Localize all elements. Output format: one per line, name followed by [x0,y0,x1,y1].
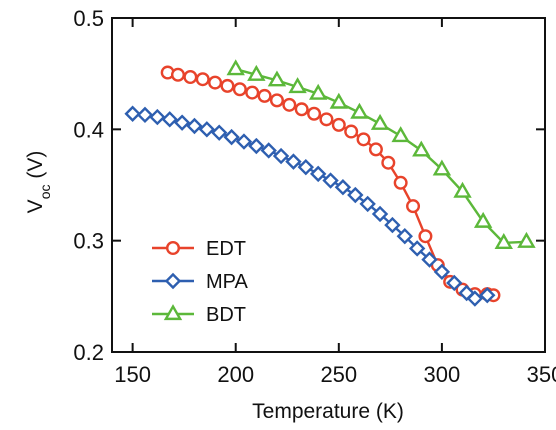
data-point-mpa [223,128,240,146]
x-tick-label: 150 [114,362,151,387]
data-point-bdt [308,83,328,100]
data-point-mpa [235,133,253,150]
data-point-edt [418,229,433,244]
data-point-edt [195,72,210,87]
data-point-bdt [288,77,307,94]
data-point-mpa [479,287,496,304]
data-point-edt [269,93,284,108]
legend-label: BDT [206,304,246,326]
data-point-mpa [149,108,166,126]
data-point-edt [331,117,346,132]
data-point-mpa [446,274,463,292]
tick-group: 150 200 250 300 350 0.2 0.3 0.4 0.5 [73,6,556,387]
data-point-bdt [473,211,493,228]
data-point-mpa [124,105,141,122]
data-point-edt [257,88,272,103]
data-point-mpa [161,111,178,128]
data-point-edt [294,102,309,117]
data-point-mpa [285,153,302,170]
data-point-mpa [186,117,203,135]
legend-item-mpa: MPA [152,271,249,293]
series-markers-bdt [226,59,536,249]
data-point-edt [170,67,185,82]
data-point-edt [282,97,297,112]
data-point-edt [245,85,260,100]
data-point-edt [183,70,198,85]
data-point-edt [208,75,223,90]
data-point-mpa [248,137,265,155]
data-point-bdt [453,181,472,198]
data-point-bdt [432,159,452,176]
data-point-mpa [297,158,315,176]
x-tick-label: 250 [320,362,357,387]
data-point-mpa [198,121,216,138]
data-point-edt [220,78,235,93]
data-point-bdt [350,102,369,119]
data-point-mpa [334,179,352,196]
legend-marker [165,240,180,255]
data-point-mpa [211,124,228,141]
data-point-edt [307,106,322,121]
data-point-mpa [396,228,413,245]
data-point-mpa [136,106,154,124]
legend-marker [163,304,183,321]
data-point-edt [381,155,396,170]
data-point-edt [368,142,383,157]
data-point-mpa [173,114,191,131]
data-point-bdt [370,113,390,130]
series-markers-mpa [124,105,496,307]
data-point-mpa [260,142,277,159]
legend: EDT MPA BDT [152,238,249,326]
data-point-edt [393,175,408,190]
data-point-bdt [247,64,266,81]
data-point-mpa [384,216,401,234]
data-point-mpa [421,251,438,268]
x-tick-label: 350 [527,362,556,387]
data-point-edt [406,199,421,214]
data-point-mpa [322,172,339,189]
data-point-mpa [408,240,426,257]
y-tick-label: 0.5 [73,6,104,31]
y-tick-label: 0.2 [73,340,104,365]
data-point-bdt [517,231,536,248]
data-point-mpa [309,165,327,183]
data-point-bdt [494,232,513,249]
data-point-mpa [272,147,290,165]
data-point-bdt [226,59,245,76]
data-point-mpa [433,263,451,281]
x-axis-label: Temperature (K) [252,400,404,423]
data-point-bdt [329,92,349,109]
x-tick-label: 200 [217,362,254,387]
legend-label: EDT [206,238,246,260]
legend-item-bdt: BDT [152,304,246,326]
data-point-edt [356,132,371,147]
data-point-edt [232,82,247,97]
data-point-mpa [371,205,389,223]
legend-item-edt: EDT [152,238,246,260]
y-axis-label: Voc (V) [24,151,53,214]
data-point-bdt [391,126,410,143]
data-point-bdt [267,70,287,87]
data-point-mpa [359,195,376,213]
data-point-bdt [412,140,431,157]
data-point-mpa [466,290,484,307]
legend-label: MPA [206,271,249,293]
data-point-edt [344,124,359,139]
series-markers [124,59,536,307]
legend-marker [164,272,182,290]
y-tick-label: 0.4 [73,117,104,142]
plot-frame [111,17,546,353]
data-point-mpa [347,186,364,204]
data-point-edt [319,112,334,127]
y-tick-label: 0.3 [73,229,104,254]
x-tick-label: 300 [424,362,461,387]
